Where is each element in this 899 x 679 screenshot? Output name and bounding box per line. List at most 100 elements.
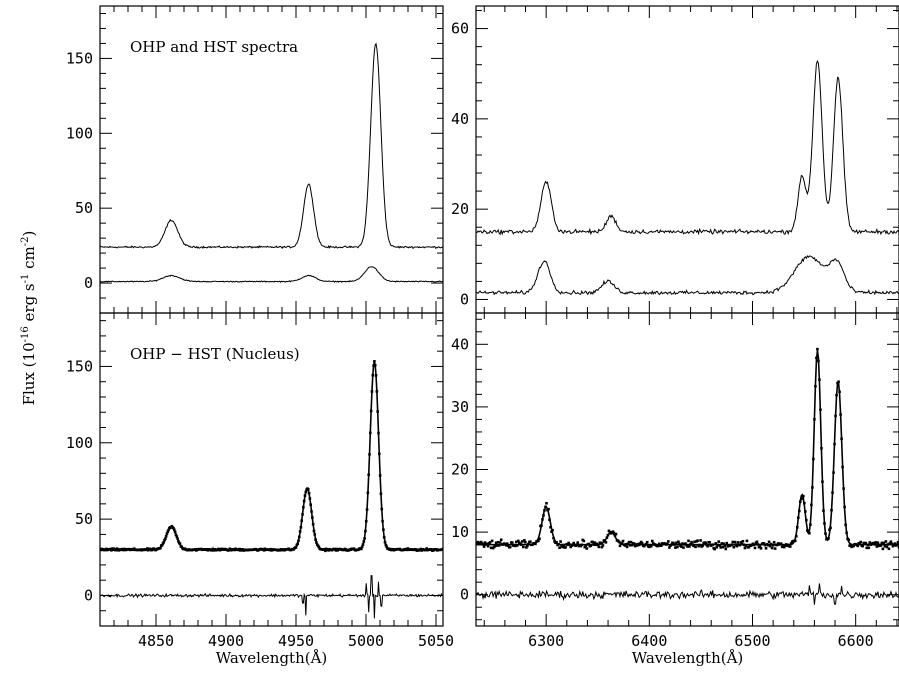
data-point (793, 539, 797, 543)
data-point (110, 549, 113, 552)
data-point (693, 540, 696, 544)
data-point (545, 501, 548, 505)
data-point (720, 542, 724, 545)
plot-area (100, 360, 443, 619)
data-point (782, 545, 786, 549)
data-point (752, 543, 756, 547)
data-point (373, 364, 377, 367)
data-point (823, 522, 826, 525)
data-point (684, 542, 687, 545)
data-point (741, 539, 745, 543)
data-point (713, 547, 716, 551)
data-point (494, 541, 498, 545)
data-point (630, 543, 634, 547)
x-tick-label: 4900 (208, 632, 244, 650)
data-point (644, 542, 648, 546)
data-point (797, 509, 801, 513)
data-point (764, 546, 768, 550)
data-point (576, 541, 580, 544)
data-point (376, 410, 379, 413)
data-point (874, 541, 878, 544)
data-point (873, 543, 877, 546)
data-point (302, 499, 306, 503)
data-point (382, 528, 385, 531)
data-point (895, 543, 899, 546)
data-point (496, 540, 500, 544)
data-point (861, 544, 865, 548)
data-point (732, 545, 736, 549)
data-point (597, 545, 601, 549)
data-point (660, 544, 663, 547)
data-point (724, 547, 728, 551)
data-point (172, 526, 175, 530)
data-point (548, 518, 551, 522)
data-point (309, 503, 312, 507)
data-point (833, 442, 836, 446)
data-point (385, 545, 388, 548)
data-point (637, 543, 641, 547)
residual-line (476, 583, 899, 605)
data-point (756, 543, 760, 546)
data-point (835, 393, 838, 397)
series-fit-line (100, 361, 443, 551)
data-point (743, 546, 747, 550)
data-point (568, 543, 571, 546)
series-fit-line (476, 350, 899, 546)
spectrum-line (476, 59, 899, 236)
data-point (370, 390, 374, 393)
data-point (680, 545, 683, 548)
data-point (485, 542, 489, 546)
data-point (607, 529, 611, 533)
data-point (891, 544, 895, 548)
data-point (335, 547, 339, 551)
data-point (592, 543, 596, 546)
data-point (520, 543, 523, 546)
data-point (600, 545, 604, 549)
y-tick-label: 100 (66, 124, 93, 142)
data-point (362, 540, 366, 543)
data-point (596, 543, 600, 547)
data-point (551, 528, 554, 532)
y-tick-label: 0 (460, 586, 469, 604)
y-tick-label: 50 (75, 199, 93, 217)
data-point (768, 544, 772, 548)
data-point (583, 545, 587, 549)
data-point (882, 541, 886, 545)
data-point (381, 519, 384, 523)
panel-top-right: 0 20 40 60 (451, 5, 899, 314)
data-point (788, 545, 792, 548)
panel-frame (475, 312, 899, 627)
data-point (405, 548, 409, 552)
data-point (360, 547, 363, 551)
data-point (522, 545, 525, 549)
panel-title: OHP − HST (Nucleus) (130, 345, 300, 363)
data-point (769, 542, 773, 546)
data-point (656, 544, 660, 548)
y-tick-label: 100 (66, 434, 93, 452)
data-point (773, 547, 777, 550)
data-point (311, 522, 315, 526)
data-point (517, 539, 520, 543)
data-point (881, 547, 885, 551)
data-point (795, 526, 799, 529)
data-point (513, 544, 517, 548)
data-point (175, 535, 179, 538)
data-point (307, 491, 311, 495)
data-point (177, 539, 180, 543)
x-tick-label: 5050 (418, 632, 454, 650)
data-point (304, 490, 308, 494)
data-point (805, 518, 808, 522)
data-point (567, 541, 570, 545)
data-point (526, 544, 529, 548)
data-point (173, 530, 177, 534)
data-point (299, 525, 303, 529)
data-point (879, 544, 883, 547)
y-tick-label: 50 (75, 510, 93, 528)
data-point (744, 544, 748, 547)
data-point (367, 473, 370, 477)
data-point (801, 496, 804, 500)
data-point (604, 541, 608, 544)
data-point (550, 530, 553, 533)
data-point (557, 542, 560, 546)
data-point (638, 542, 642, 545)
